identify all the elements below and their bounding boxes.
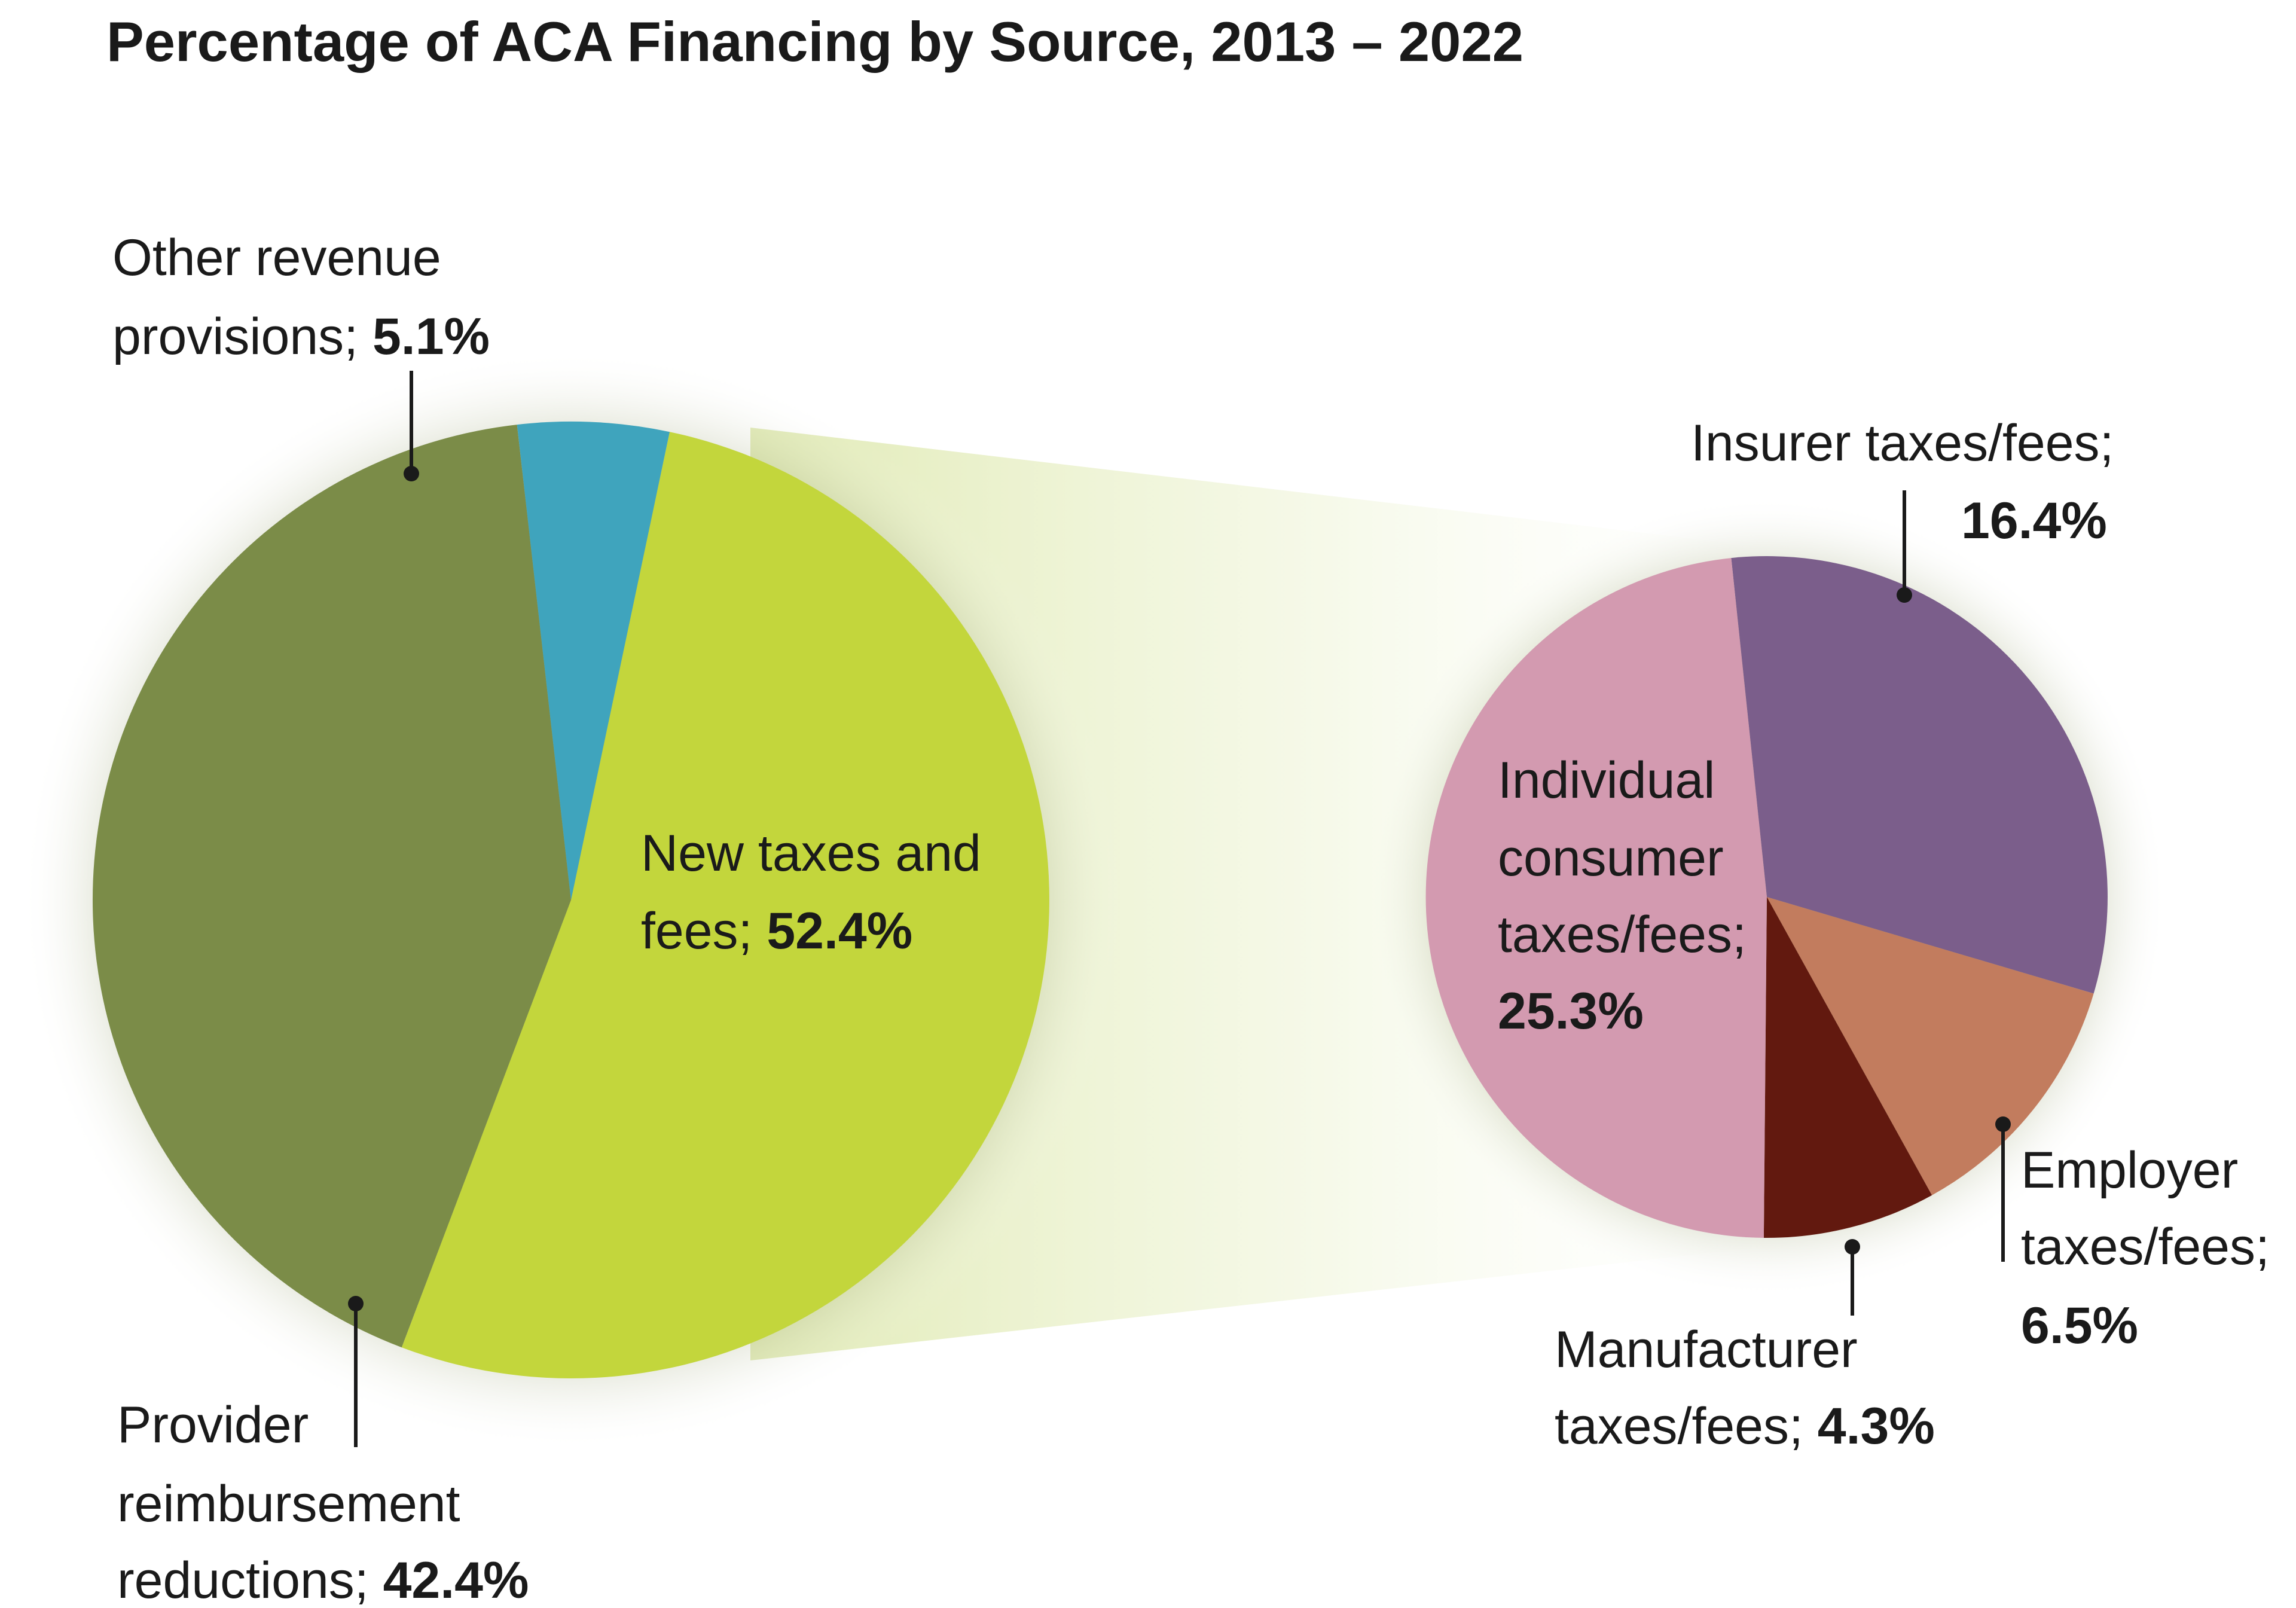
- slice-new-taxes-and-fees: [401, 432, 1049, 1378]
- slice-manufacturer-taxes-fees: [1763, 897, 1932, 1238]
- label-insurer-taxes-fees: Insurer taxes/fees; 16.4%: [1691, 414, 2128, 550]
- slice-insurer-taxes-fees: [1731, 556, 2108, 994]
- pct-individual-consumer-taxes-fees: 25.3%: [1498, 983, 1644, 1040]
- label-provider-reimbursement-reductions: Provider reimbursement reductions; 42.4%: [117, 1396, 529, 1608]
- pie-left: [92, 421, 1049, 1378]
- slice-other-revenue-provisions: [517, 421, 670, 900]
- leader-dot-employer: [1995, 1116, 2011, 1132]
- leader-dot-manufacturer: [1845, 1239, 1860, 1255]
- label-individual-consumer-taxes-fees: Individual consumer taxes/fees; 25.3%: [1498, 752, 1761, 1040]
- slice-provider-reimbursement-reductions: [92, 425, 572, 1348]
- slice-employer-taxes-fees: [1767, 897, 2094, 1195]
- pct-insurer-taxes-fees: 16.4%: [1961, 492, 2107, 550]
- label-manufacturer-taxes-fees: Manufacturer taxes/fees; 4.3%: [1555, 1321, 1935, 1455]
- label-employer-taxes-fees: Employer taxes/fees; 6.5%: [2021, 1142, 2284, 1354]
- label-new-taxes-and-fees: New taxes and fees; 52.4%: [641, 825, 996, 960]
- pct-manufacturer-taxes-fees: 4.3%: [1818, 1398, 1935, 1455]
- chart-title: Percentage of ACA Financing by Source, 2…: [106, 10, 1523, 73]
- slice-individual-consumer-taxes-fees: [1425, 558, 1767, 1238]
- label-other-revenue-provisions: Other revenue provisions; 5.1%: [112, 229, 490, 365]
- leader-dot-provider: [348, 1296, 364, 1311]
- leader-dot-other-revenue: [404, 466, 419, 481]
- pct-new-taxes-and-fees: 52.4%: [767, 902, 912, 960]
- pct-other-revenue-provisions: 5.1%: [373, 308, 490, 365]
- pct-provider-reimbursement-reductions: 42.4%: [383, 1552, 529, 1608]
- leader-dot-insurer: [1897, 587, 1912, 603]
- pct-employer-taxes-fees: 6.5%: [2021, 1297, 2138, 1354]
- pie-right: [1425, 556, 2108, 1238]
